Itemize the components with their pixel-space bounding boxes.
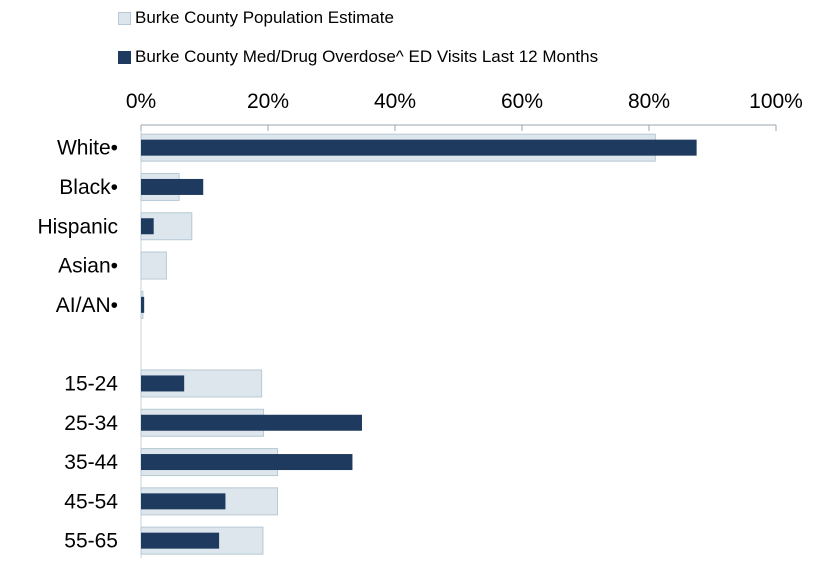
x-tick-label: 40% [374,90,416,113]
category-label: 15-24 [64,372,118,395]
bars [140,133,697,555]
bar-overdose [141,139,697,156]
x-tick-label: 100% [749,90,803,113]
x-tick-label: 0% [126,90,156,113]
category-label: Asian• [58,255,118,278]
category-label: White• [57,137,118,160]
bar-overdose [141,493,226,510]
category-label: Black• [59,176,118,199]
category-label: 55-65 [64,530,118,553]
bar-overdose [141,414,362,431]
bar-overdose [141,178,204,195]
bar-overdose [141,454,353,471]
bar-overdose [141,532,220,549]
legend-label-population: Burke County Population Estimate [135,8,394,27]
bar-overdose [141,375,185,392]
category-label: AI/AN• [56,294,118,317]
x-tick-label: 80% [628,90,670,113]
legend-item-population: Burke County Population Estimate [118,8,394,28]
x-tick-label: 20% [247,90,289,113]
bar-overdose [141,296,145,313]
legend-label-overdose: Burke County Med/Drug Overdose^ ED Visit… [135,47,599,66]
category-label: 35-44 [64,451,118,474]
x-tick-label: 60% [501,90,543,113]
category-label: 45-54 [64,490,118,513]
category-label: 25-34 [64,412,118,435]
category-labels: White• Black• Hispanic Asian• AI/AN• 15-24 25-… [37,137,118,553]
category-label: Hispanic [37,215,118,238]
bar-overdose [141,218,154,235]
bar-population [140,251,167,280]
legend-item-overdose: Burke County Med/Drug Overdose^ ED Visit… [118,47,598,67]
legend-swatch-overdose [118,50,131,64]
x-axis: 0% 20% 40% 60% 80% 100% [126,90,803,559]
legend-swatch-population [118,11,131,25]
